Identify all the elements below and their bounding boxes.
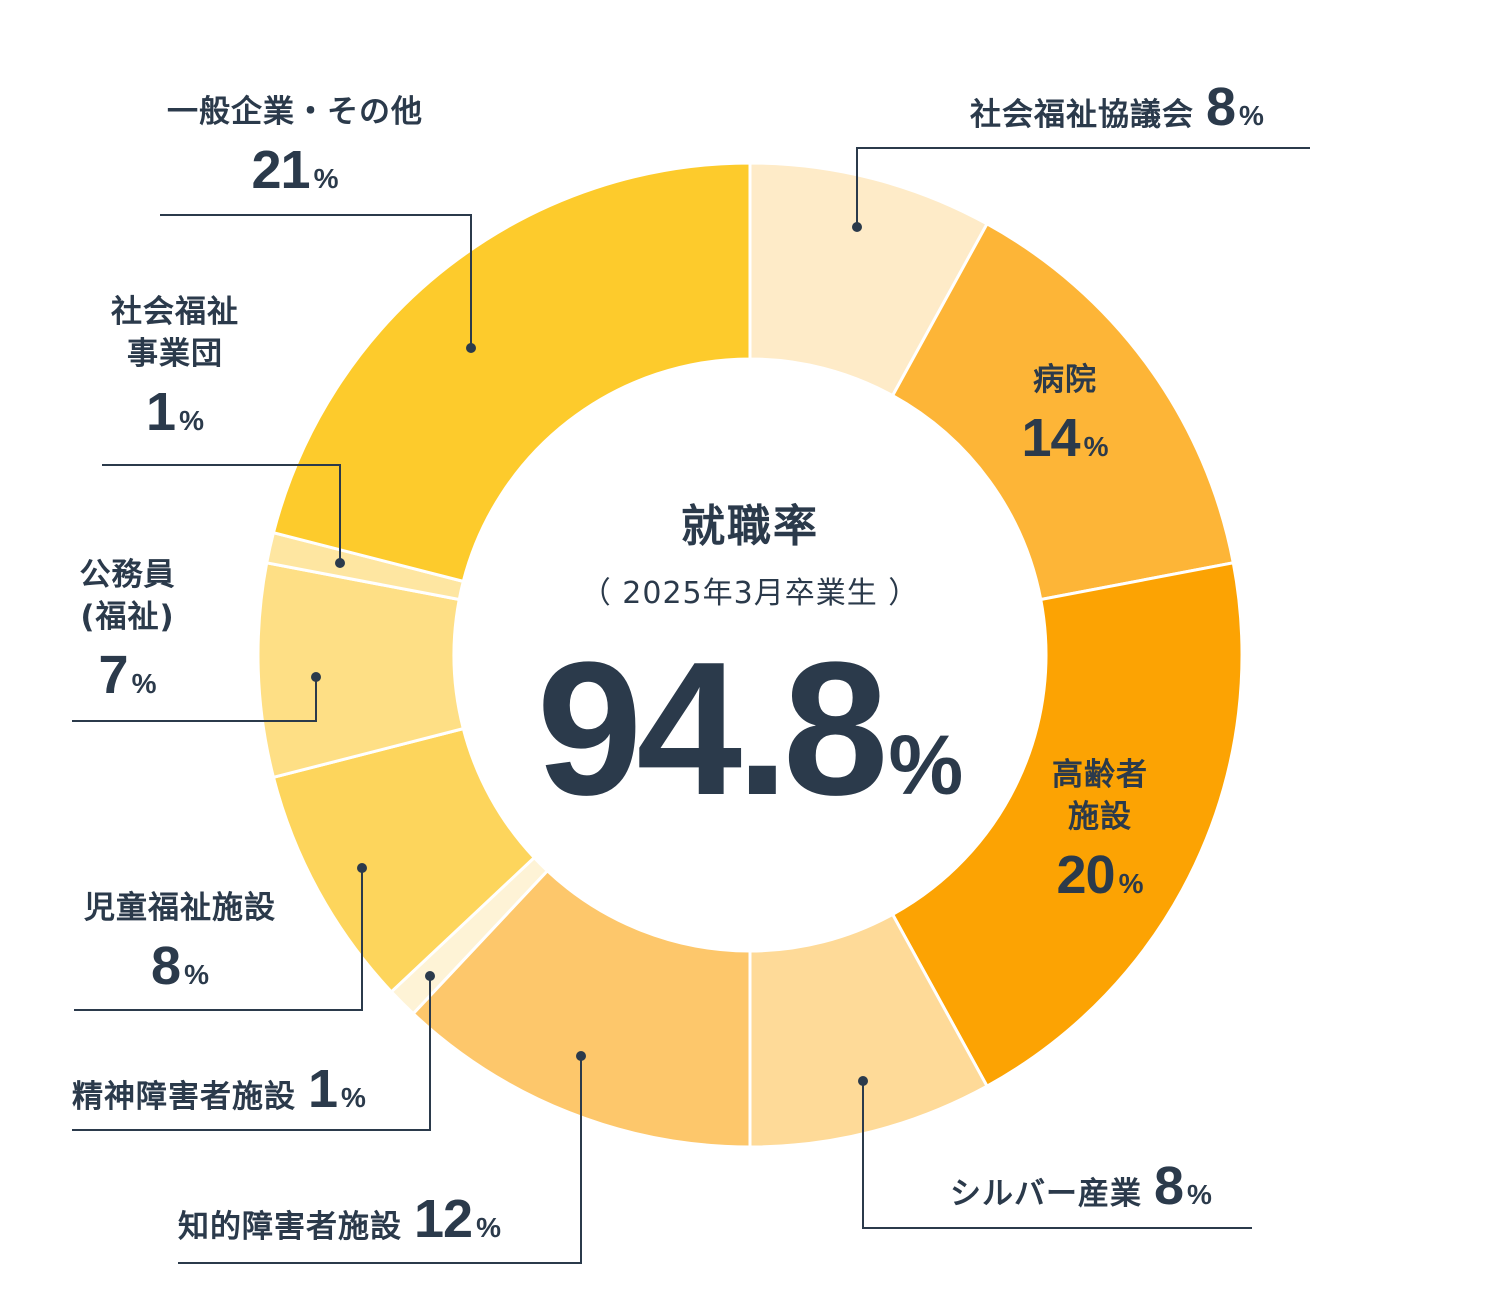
label-child: 児童福祉施設 8% (65, 888, 295, 1003)
label-shakyo: 社会福祉協議会 8% (970, 76, 1264, 138)
donut-slice-1 (890, 221, 1236, 602)
label-general-value: 21 (251, 139, 311, 200)
label-jigyodan-value: 1 (146, 381, 176, 442)
label-hospital-value: 14 (1021, 407, 1081, 468)
label-public-name-line2: (福祉) (80, 598, 175, 635)
leader-dot-0 (852, 222, 862, 232)
leader-dot-1 (858, 1076, 868, 1086)
leader-dot-7 (466, 343, 476, 353)
chart-subtitle: （ 2025年3月卒業生 ） (580, 576, 920, 611)
leader-line-6 (102, 464, 341, 563)
employment-rate-number: 94.8 (536, 623, 889, 835)
label-jigyodan-unit: % (179, 404, 204, 436)
label-jigyodan-name-line2: 事業団 (127, 335, 223, 372)
leader-dot-3 (425, 971, 435, 981)
label-elderly-value: 20 (1056, 844, 1116, 905)
label-mental-value: 1 (308, 1059, 338, 1119)
label-shakyo-value: 8 (1206, 77, 1236, 137)
leader-line-1 (862, 1081, 1252, 1229)
donut-slice-4 (411, 868, 752, 1149)
label-hospital-name: 病院 (1033, 362, 1097, 398)
leader-dot-5 (311, 672, 321, 682)
label-elderly-unit: % (1118, 867, 1144, 899)
label-elderly-name-line1: 高齢者 (1052, 757, 1148, 793)
label-public-unit: % (131, 667, 157, 699)
label-elderly: 高齢者 施設 20% (1030, 755, 1170, 912)
leader-line-7 (160, 214, 472, 348)
leader-line-2 (178, 1056, 582, 1264)
label-shakyo-name: 社会福祉協議会 (970, 97, 1194, 133)
employment-rate-value: 94.8% (450, 620, 1050, 838)
label-silver-unit: % (1187, 1179, 1212, 1210)
label-child-value: 8 (151, 935, 181, 996)
label-mental-unit: % (341, 1082, 366, 1113)
label-child-unit: % (184, 958, 209, 990)
label-jigyodan: 社会福祉 事業団 1% (100, 292, 250, 449)
leader-line-3 (72, 976, 431, 1131)
label-mental: 精神障害者施設 1% (72, 1058, 366, 1120)
label-intellectual: 知的障害者施設 12% (178, 1188, 501, 1250)
label-intellectual-name: 知的障害者施設 (178, 1209, 402, 1245)
leader-line-4 (74, 868, 363, 1011)
leader-line-0 (856, 147, 1310, 227)
label-child-name: 児童福祉施設 (84, 890, 276, 926)
label-public-value: 7 (98, 644, 129, 705)
label-general: 一般企業・その他 21% (140, 92, 450, 207)
label-intellectual-unit: % (476, 1212, 501, 1243)
donut-slice-2 (890, 561, 1244, 1089)
label-silver-value: 8 (1154, 1156, 1184, 1216)
employment-rate-unit: % (888, 718, 964, 812)
label-hospital-unit: % (1083, 430, 1109, 462)
leader-dot-4 (357, 863, 367, 873)
label-mental-name: 精神障害者施設 (72, 1079, 296, 1115)
leader-line-5 (72, 677, 317, 722)
label-general-name: 一般企業・その他 (167, 94, 423, 130)
label-hospital: 病院 14% (1000, 360, 1130, 475)
label-jigyodan-name-line1: 社会福祉 (111, 294, 239, 330)
donut-slice-9 (271, 161, 752, 584)
label-intellectual-value: 12 (414, 1189, 473, 1249)
label-general-unit: % (313, 162, 339, 194)
leader-dot-6 (335, 558, 345, 568)
label-public: 公務員 (福祉) 7% (60, 555, 195, 712)
label-silver-name: シルバー産業 (950, 1176, 1142, 1212)
label-elderly-name-line2: 施設 (1068, 798, 1132, 835)
center-summary: 就職率 （ 2025年3月卒業生 ） 94.8% (450, 490, 1050, 838)
label-shakyo-unit: % (1239, 100, 1264, 131)
label-public-name-line1: 公務員 (79, 557, 176, 593)
leader-dot-2 (576, 1051, 586, 1061)
label-silver: シルバー産業 8% (950, 1155, 1212, 1217)
chart-title: 就職率 (681, 501, 819, 552)
